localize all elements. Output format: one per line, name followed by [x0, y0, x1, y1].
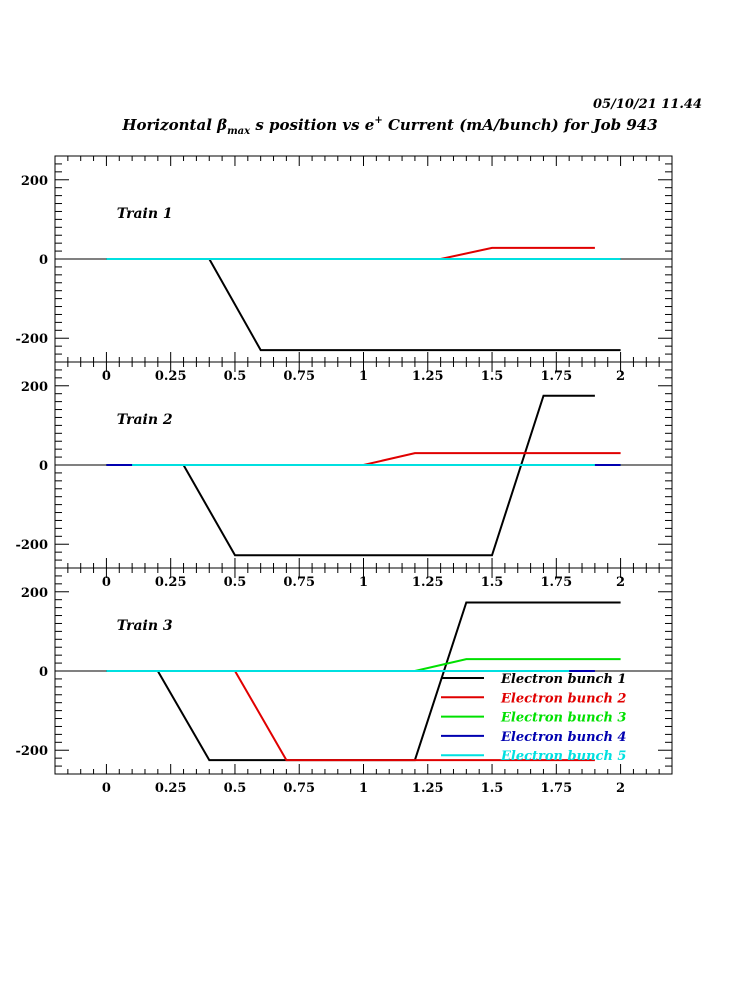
legend-label: Electron bunch 2 — [500, 691, 626, 706]
legend-label: Electron bunch 5 — [500, 749, 626, 764]
x-tick-label: 1.25 — [412, 369, 444, 384]
legend-label: Electron bunch 1 — [500, 672, 626, 687]
y-tick-label: 0 — [39, 253, 48, 268]
panel-3: 200 0 -200 0 0.25 0.5 0.75 1 1.25 1.5 1.75 2 Train 3 — [15, 567, 673, 796]
title-superscript: + — [374, 115, 382, 126]
panel-2: 200 0 -200 0 0.25 0.5 0.75 1 1.25 1.5 1.75 2 Train 2 — [15, 361, 673, 590]
x-tick-label: 0.25 — [155, 781, 187, 796]
x-tick-label: 1.75 — [540, 781, 572, 796]
panel-1: 200 0 -200 0 0.25 0.5 0.75 1 1.25 1.5 1.75 2 Train 1 — [15, 155, 673, 384]
y-tick-label: 200 — [21, 586, 48, 601]
x-tick-label: 1.75 — [540, 575, 572, 590]
x-tick-label: 1 — [359, 575, 368, 590]
x-tick-label: 1.5 — [481, 781, 504, 796]
title-beta-symbol: β — [216, 116, 227, 134]
series-line-bunch-2 — [106, 452, 621, 466]
x-tick-label: 2 — [616, 781, 625, 796]
title-suffix: Current (mA/bunch) for Job 943 — [383, 116, 658, 134]
train-label: Train 2 — [117, 412, 173, 428]
x-tick-label: 1.25 — [412, 781, 444, 796]
x-tick-label: 0.25 — [155, 575, 187, 590]
y-tick-label: 200 — [21, 380, 48, 395]
title-mid: s position vs e — [250, 116, 374, 134]
x-tick-label: 0 — [102, 369, 111, 384]
x-tick-label: 0.25 — [155, 369, 187, 384]
legend-label: Electron bunch 3 — [500, 711, 626, 726]
title-subscript: max — [227, 126, 251, 137]
timestamp: 05/10/21 11.44 — [593, 97, 702, 112]
x-tick-label: 1.75 — [540, 369, 572, 384]
series-line-bunch-1 — [106, 394, 595, 557]
y-tick-label: -200 — [15, 332, 48, 347]
x-tick-label: 0 — [102, 575, 111, 590]
x-tick-label: 0.75 — [283, 369, 315, 384]
y-tick-label: -200 — [15, 744, 48, 759]
x-tick-label: 2 — [616, 369, 625, 384]
x-tick-label: 0.75 — [283, 575, 315, 590]
chart-title: Horizontal βmax s position vs e+ Current… — [121, 115, 657, 137]
x-tick-label: 0 — [102, 781, 111, 796]
x-tick-label: 0.5 — [224, 575, 247, 590]
series-line-bunch-3 — [106, 658, 621, 672]
x-tick-label: 1.5 — [481, 575, 504, 590]
legend: Electron bunch 1 Electron bunch 2 Electron… — [441, 672, 626, 764]
train-label: Train 3 — [117, 618, 173, 634]
x-tick-label: 2 — [616, 575, 625, 590]
x-tick-label: 0.5 — [224, 369, 247, 384]
x-tick-label: 1 — [359, 781, 368, 796]
title-prefix: Horizontal — [121, 116, 217, 134]
x-tick-label: 0.75 — [283, 781, 315, 796]
y-tick-label: 0 — [39, 665, 48, 680]
train-label: Train 1 — [117, 206, 173, 222]
series-line-bunch-2 — [106, 246, 595, 260]
x-tick-label: 1.5 — [481, 369, 504, 384]
y-tick-label: 0 — [39, 459, 48, 474]
x-tick-label: 0.5 — [224, 781, 247, 796]
series-line-bunch-1 — [106, 258, 621, 352]
x-tick-label: 1 — [359, 369, 368, 384]
y-tick-label: -200 — [15, 538, 48, 553]
legend-label: Electron bunch 4 — [500, 730, 626, 745]
y-tick-label: 200 — [21, 174, 48, 189]
x-tick-label: 1.25 — [412, 575, 444, 590]
